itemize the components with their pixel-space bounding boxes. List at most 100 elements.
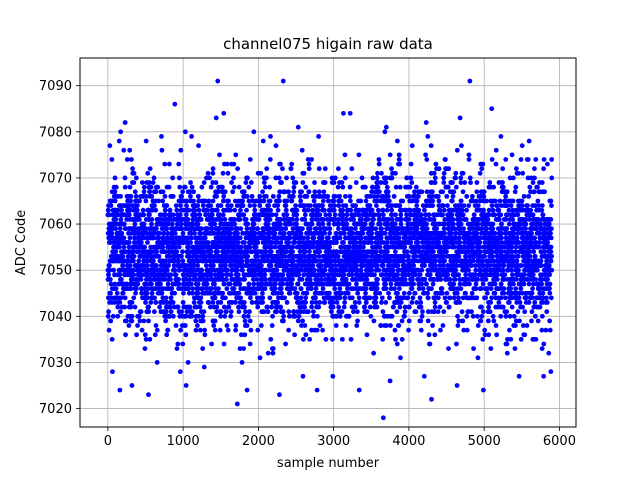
data-point bbox=[363, 222, 368, 227]
data-point bbox=[463, 291, 468, 296]
data-point bbox=[442, 208, 447, 213]
data-point bbox=[249, 328, 254, 333]
data-point bbox=[332, 277, 337, 282]
data-point bbox=[171, 300, 176, 305]
data-point bbox=[475, 231, 480, 236]
data-point bbox=[278, 222, 283, 227]
data-point bbox=[321, 189, 326, 194]
data-point bbox=[465, 328, 470, 333]
data-point bbox=[164, 309, 169, 314]
data-point bbox=[174, 249, 179, 254]
data-point bbox=[281, 314, 286, 319]
data-point bbox=[307, 249, 312, 254]
data-point bbox=[186, 286, 191, 291]
data-point bbox=[322, 231, 327, 236]
data-point bbox=[440, 212, 445, 217]
data-point bbox=[145, 240, 150, 245]
data-point bbox=[359, 268, 364, 273]
data-point bbox=[113, 189, 118, 194]
data-point bbox=[277, 199, 282, 204]
data-point bbox=[113, 226, 118, 231]
data-point bbox=[426, 212, 431, 217]
data-point bbox=[106, 309, 111, 314]
data-point bbox=[258, 355, 263, 360]
data-point bbox=[187, 277, 192, 282]
data-point bbox=[302, 171, 307, 176]
data-point bbox=[331, 305, 336, 310]
data-point bbox=[144, 139, 149, 144]
data-point bbox=[304, 194, 309, 199]
data-point bbox=[364, 286, 369, 291]
data-point bbox=[225, 268, 230, 273]
data-point bbox=[299, 231, 304, 236]
data-point bbox=[303, 185, 308, 190]
data-point bbox=[166, 282, 171, 287]
data-point bbox=[341, 240, 346, 245]
data-point bbox=[397, 235, 402, 240]
data-point bbox=[228, 314, 233, 319]
data-point bbox=[132, 180, 137, 185]
data-point bbox=[419, 305, 424, 310]
data-point bbox=[289, 162, 294, 167]
data-point bbox=[378, 222, 383, 227]
data-point bbox=[196, 222, 201, 227]
data-point bbox=[152, 176, 157, 181]
data-point bbox=[464, 208, 469, 213]
data-point bbox=[398, 355, 403, 360]
data-point bbox=[359, 235, 364, 240]
data-point bbox=[119, 208, 124, 213]
data-point bbox=[479, 166, 484, 171]
data-point bbox=[273, 245, 278, 250]
data-point bbox=[407, 217, 412, 222]
data-point bbox=[377, 162, 382, 167]
data-point bbox=[294, 222, 299, 227]
data-point bbox=[305, 291, 310, 296]
data-point bbox=[444, 300, 449, 305]
data-point bbox=[278, 162, 283, 167]
data-point bbox=[257, 194, 262, 199]
data-point bbox=[342, 300, 347, 305]
data-point bbox=[199, 217, 204, 222]
data-point bbox=[108, 319, 113, 324]
data-point bbox=[133, 291, 138, 296]
data-point bbox=[177, 268, 182, 273]
data-point bbox=[238, 235, 243, 240]
data-point bbox=[190, 291, 195, 296]
data-point bbox=[402, 291, 407, 296]
data-point bbox=[418, 300, 423, 305]
data-point bbox=[467, 152, 472, 157]
data-point bbox=[331, 199, 336, 204]
data-point bbox=[163, 319, 168, 324]
data-point bbox=[351, 217, 356, 222]
data-point bbox=[296, 319, 301, 324]
data-point bbox=[113, 199, 118, 204]
data-point bbox=[171, 194, 176, 199]
data-point bbox=[393, 222, 398, 227]
data-point bbox=[109, 231, 114, 236]
data-point bbox=[416, 194, 421, 199]
data-point bbox=[282, 231, 287, 236]
data-point bbox=[289, 282, 294, 287]
data-point bbox=[190, 286, 195, 291]
data-point bbox=[303, 212, 308, 217]
data-point bbox=[325, 194, 330, 199]
data-point bbox=[440, 189, 445, 194]
data-point bbox=[369, 268, 374, 273]
data-point bbox=[379, 226, 384, 231]
data-point bbox=[394, 309, 399, 314]
data-point bbox=[189, 134, 194, 139]
data-point bbox=[254, 277, 259, 282]
data-point bbox=[214, 305, 219, 310]
data-point bbox=[419, 212, 424, 217]
data-point bbox=[292, 185, 297, 190]
data-point bbox=[475, 180, 480, 185]
data-point bbox=[145, 291, 150, 296]
data-point bbox=[387, 295, 392, 300]
data-point bbox=[157, 254, 162, 259]
data-point bbox=[146, 305, 151, 310]
data-point bbox=[309, 305, 314, 310]
data-point bbox=[303, 300, 308, 305]
data-point bbox=[441, 176, 446, 181]
data-point bbox=[299, 286, 304, 291]
